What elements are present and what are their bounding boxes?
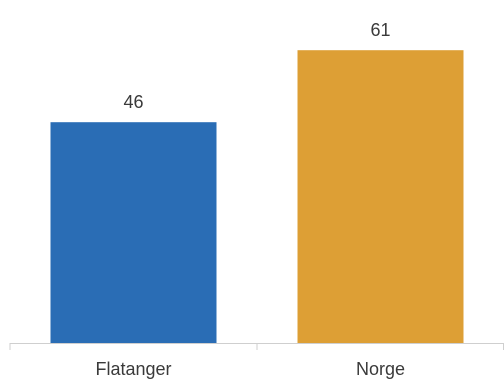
bar-value-label: 61	[370, 20, 390, 40]
x-tick-label: Norge	[356, 359, 405, 379]
x-axis-tick-labels: Flatanger Norge	[95, 359, 405, 379]
value-labels-group: 46 61	[123, 20, 390, 112]
bar-flatanger	[50, 122, 217, 343]
bars-group	[50, 50, 464, 343]
x-axis-ticks	[9, 343, 504, 350]
bar-value-label: 46	[123, 92, 143, 112]
x-tick-label: Flatanger	[95, 359, 171, 379]
bar-norge	[297, 50, 464, 343]
